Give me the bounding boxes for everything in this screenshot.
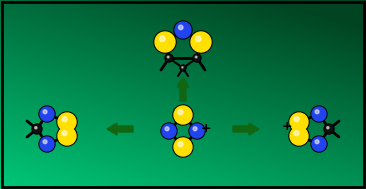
Text: +: + <box>282 119 292 132</box>
Circle shape <box>315 140 319 144</box>
FancyArrow shape <box>233 123 259 135</box>
FancyArrow shape <box>107 123 133 135</box>
Circle shape <box>181 66 185 70</box>
Circle shape <box>190 31 212 53</box>
Circle shape <box>294 117 299 122</box>
Circle shape <box>35 127 37 129</box>
Circle shape <box>312 137 326 151</box>
Circle shape <box>311 136 327 152</box>
Circle shape <box>40 107 54 121</box>
Circle shape <box>162 124 176 138</box>
Circle shape <box>173 137 193 157</box>
Circle shape <box>174 138 192 156</box>
Circle shape <box>58 127 76 145</box>
Circle shape <box>193 127 197 131</box>
Circle shape <box>289 112 309 132</box>
Circle shape <box>39 136 55 152</box>
Circle shape <box>57 112 77 132</box>
Circle shape <box>174 106 192 124</box>
Circle shape <box>179 25 183 30</box>
Circle shape <box>40 137 54 151</box>
Circle shape <box>325 125 333 133</box>
Circle shape <box>194 55 200 61</box>
Circle shape <box>33 125 41 133</box>
Circle shape <box>191 32 211 52</box>
Circle shape <box>160 36 165 42</box>
Circle shape <box>174 21 192 39</box>
Circle shape <box>178 142 183 147</box>
Circle shape <box>180 65 186 71</box>
Circle shape <box>289 126 309 146</box>
Circle shape <box>155 32 175 52</box>
Circle shape <box>190 124 204 138</box>
Circle shape <box>165 127 169 131</box>
Circle shape <box>161 123 177 139</box>
Circle shape <box>189 123 205 139</box>
Circle shape <box>178 110 183 115</box>
Circle shape <box>166 55 172 61</box>
Circle shape <box>167 56 169 58</box>
FancyArrow shape <box>177 77 189 101</box>
Circle shape <box>195 36 201 42</box>
Circle shape <box>327 127 329 129</box>
Circle shape <box>62 117 67 122</box>
Circle shape <box>294 131 299 136</box>
Circle shape <box>43 140 47 144</box>
Text: +: + <box>201 122 211 135</box>
Circle shape <box>324 124 334 134</box>
Circle shape <box>32 124 42 134</box>
Circle shape <box>57 126 77 146</box>
Circle shape <box>43 110 47 114</box>
Circle shape <box>195 56 197 58</box>
Circle shape <box>62 131 67 136</box>
Circle shape <box>58 113 76 131</box>
Circle shape <box>173 105 193 125</box>
Circle shape <box>312 107 326 121</box>
Circle shape <box>315 110 319 114</box>
Circle shape <box>165 54 173 62</box>
Circle shape <box>290 127 308 145</box>
Circle shape <box>193 54 201 62</box>
Circle shape <box>175 22 191 38</box>
Circle shape <box>290 113 308 131</box>
Circle shape <box>182 67 183 68</box>
Circle shape <box>39 106 55 122</box>
Circle shape <box>311 106 327 122</box>
Circle shape <box>154 31 176 53</box>
